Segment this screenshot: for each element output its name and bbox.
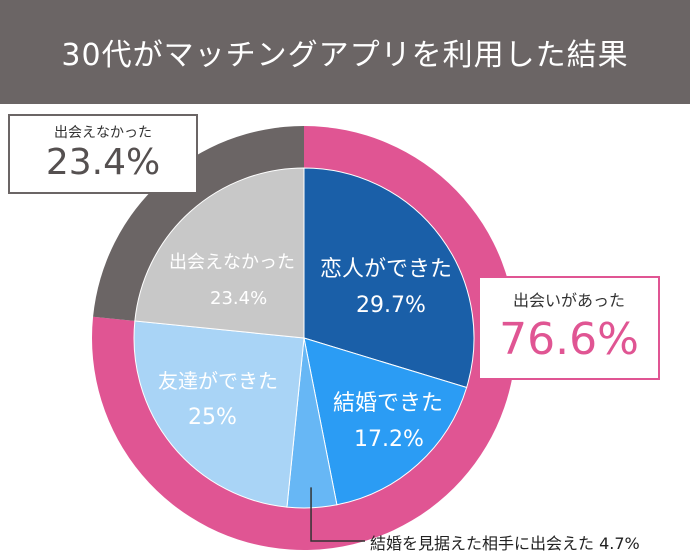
slice-value-label-3: 25% xyxy=(188,405,237,430)
chart-title: 30代がマッチングアプリを利用した結果 xyxy=(61,38,629,73)
title-bar: 30代がマッチングアプリを利用した結果 xyxy=(0,0,690,104)
pie-slice-4 xyxy=(134,167,305,339)
slice-category-label-1: 結婚できた xyxy=(333,391,443,416)
footnote-small-slice: 結婚を見据えた相手に出会えた 4.7% xyxy=(370,534,640,553)
slice-category-label-4: 出会えなかった xyxy=(169,252,295,273)
callout-met: 出会いがあった 76.6% xyxy=(478,276,660,380)
slice-value-label-0: 29.7% xyxy=(356,293,426,318)
pie-slice-0 xyxy=(303,167,475,389)
callout-met-value: 76.6% xyxy=(499,314,639,366)
callout-not-met: 出会えなかった 23.4% xyxy=(8,114,198,194)
slice-category-label-3: 友達ができた xyxy=(158,369,278,393)
leader-line xyxy=(310,487,365,542)
callout-not-met-label: 出会えなかった xyxy=(54,124,152,141)
callout-not-met-value: 23.4% xyxy=(45,141,161,183)
callout-met-label: 出会いがあった xyxy=(512,291,625,311)
slice-category-label-0: 恋人ができた xyxy=(320,257,452,282)
pie-slice-1 xyxy=(303,337,468,506)
pie-slice-3 xyxy=(133,320,305,508)
slice-value-label-1: 17.2% xyxy=(354,427,424,452)
slice-value-label-4: 23.4% xyxy=(210,288,267,309)
